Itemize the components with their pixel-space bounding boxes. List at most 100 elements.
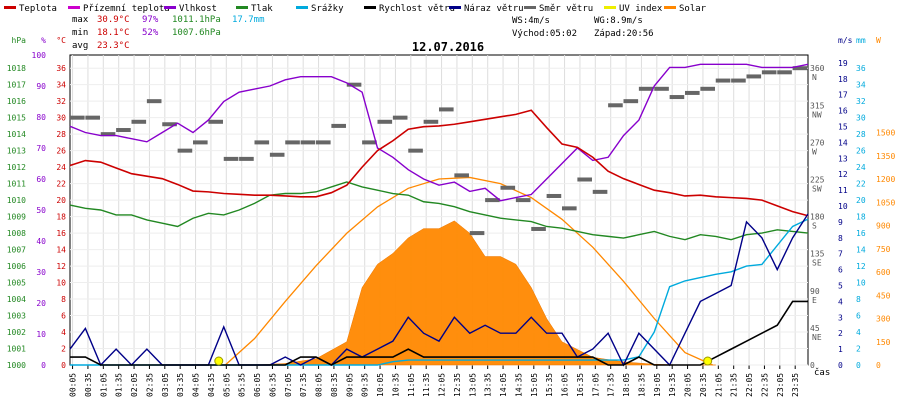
x-tick-label: 20:35	[699, 373, 708, 397]
legend-swatch	[364, 6, 376, 9]
x-tick-label: 20:05	[684, 373, 693, 397]
celsius-axis-tick: 20	[56, 196, 66, 205]
wind-direction-mark	[546, 193, 562, 198]
x-tick-label: 02:35	[145, 373, 154, 397]
legend-swatch	[236, 6, 248, 9]
wind-direction-mark	[331, 123, 346, 128]
x-tick-label: 11:05	[407, 373, 416, 397]
celsius-axis-tick: 36	[56, 64, 66, 73]
x-tick-label: 08:05	[315, 373, 324, 397]
x-tick-label: 16:05	[561, 373, 570, 397]
x-tick-label: 07:35	[299, 373, 308, 397]
stats-min-temp: 18.1°C	[97, 28, 130, 38]
hpa-axis-tick: 1010	[7, 196, 26, 205]
wm2-axis-tick: 1200	[876, 175, 895, 184]
stats-max-press: 1011.1hPa	[172, 15, 221, 25]
x-tick-label: 09:05	[345, 373, 354, 397]
celsius-axis-tick: 14	[56, 246, 66, 255]
wind-direction-mark	[177, 148, 193, 153]
wind-direction-mark	[392, 115, 408, 120]
mm-axis-tick: 6	[856, 312, 861, 321]
ms-axis-tick: 16	[838, 107, 848, 116]
wind-direction-mark	[731, 78, 746, 83]
ms-axis-tick: 2	[838, 329, 843, 338]
x-tick-label: 10:35	[391, 373, 400, 397]
percent-axis-tick: 20	[36, 299, 46, 308]
legend: Teplota Přízemní teplota Vlhkost Tlak Srážky…	[4, 4, 707, 14]
x-tick-label: 02:05	[130, 373, 139, 397]
wind-direction-mark	[239, 156, 254, 161]
direction-axis-tick: 90	[810, 287, 820, 296]
wind-gust-summary: WG:8.9m/s	[594, 16, 643, 26]
legend-swatch	[4, 6, 16, 9]
x-tick-label: 10:05	[376, 373, 385, 397]
legend-swatch	[164, 6, 176, 9]
wind-direction-mark	[208, 119, 223, 124]
wind-direction-mark	[469, 231, 485, 236]
hpa-axis-tick: 1017	[7, 81, 26, 90]
hpa-axis-tick: 1018	[7, 64, 26, 73]
percent-axis-tick: 60	[36, 175, 46, 184]
wm2-axis-unit: W	[876, 36, 881, 45]
ms-axis-tick: 6	[838, 266, 843, 275]
celsius-axis-tick: 6	[61, 312, 66, 321]
ms-axis-tick: 9	[838, 218, 843, 227]
legend-label: Náraz větru	[464, 4, 524, 14]
mm-axis-tick: 22	[856, 180, 866, 189]
wm2-axis-tick: 450	[876, 291, 891, 300]
wind-direction-mark	[715, 78, 731, 83]
x-tick-label: 06:05	[253, 373, 262, 397]
sunrise-time: Východ:05:02	[512, 29, 577, 39]
percent-axis-tick: 40	[36, 237, 46, 246]
celsius-axis-tick: 10	[56, 279, 66, 288]
direction-axis-tick: 180	[810, 213, 825, 222]
celsius-axis-tick: 2	[61, 345, 66, 354]
celsius-axis-tick: 26	[56, 147, 66, 156]
ms-axis-tick: 5	[838, 282, 843, 291]
mm-axis-tick: 2	[856, 345, 861, 354]
wind-direction-mark	[654, 86, 669, 91]
ms-axis-tick: 19	[838, 59, 848, 68]
x-tick-label: 03:05	[161, 373, 170, 397]
direction-axis-tick: 270	[810, 138, 825, 147]
legend-label: Tlak	[251, 4, 273, 14]
mm-axis-tick: 24	[856, 163, 866, 172]
x-tick-label: 03:35	[176, 373, 185, 397]
ms-axis-tick: 12	[838, 170, 848, 179]
stats-avg-label: avg	[72, 41, 88, 51]
legend-swatch	[664, 6, 676, 9]
temperature-line	[69, 109, 809, 217]
legend-label: UV index	[619, 4, 663, 14]
wm2-axis-tick: 1500	[876, 129, 895, 138]
wind-direction-mark	[531, 226, 546, 231]
wm2-axis-tick: 150	[876, 338, 891, 347]
legend-swatch	[604, 6, 616, 9]
x-tick-label: 21:05	[714, 373, 723, 397]
x-tick-label: 12:35	[453, 373, 462, 397]
wind-direction-mark	[193, 140, 208, 145]
direction-axis-tick: 45	[810, 324, 820, 333]
x-tick-label: 17:05	[591, 373, 600, 397]
wm2-axis-tick: 900	[876, 222, 891, 231]
ms-axis-unit: m/s	[838, 36, 853, 45]
x-tick-label: 05:35	[238, 373, 247, 397]
legend-label: Rychlost větru	[379, 4, 455, 14]
celsius-axis-tick: 24	[56, 163, 66, 172]
x-tick-label: 23:35	[791, 373, 800, 397]
wind-direction-mark	[423, 119, 439, 124]
direction-axis-tick: 225	[810, 175, 825, 184]
percent-axis-tick: 10	[36, 330, 46, 339]
direction-axis-tick: 0	[810, 361, 815, 370]
hpa-axis-tick: 1003	[7, 312, 26, 321]
wind-direction-mark	[500, 185, 516, 190]
x-tick-label: 08:35	[330, 373, 339, 397]
stats-avg-temp: 23.3°C	[97, 41, 130, 51]
legend-label: Směr větru	[539, 4, 593, 14]
hpa-axis-tick: 1011	[7, 180, 26, 189]
x-tick-label: 23:05	[776, 373, 785, 397]
percent-axis-tick: 100	[32, 51, 47, 60]
stats-max-hum: 97%	[142, 15, 159, 25]
legend-label: Solar	[679, 4, 707, 14]
stats-max-temp: 30.9°C	[97, 15, 130, 25]
wm2-axis-tick: 1050	[876, 198, 895, 207]
